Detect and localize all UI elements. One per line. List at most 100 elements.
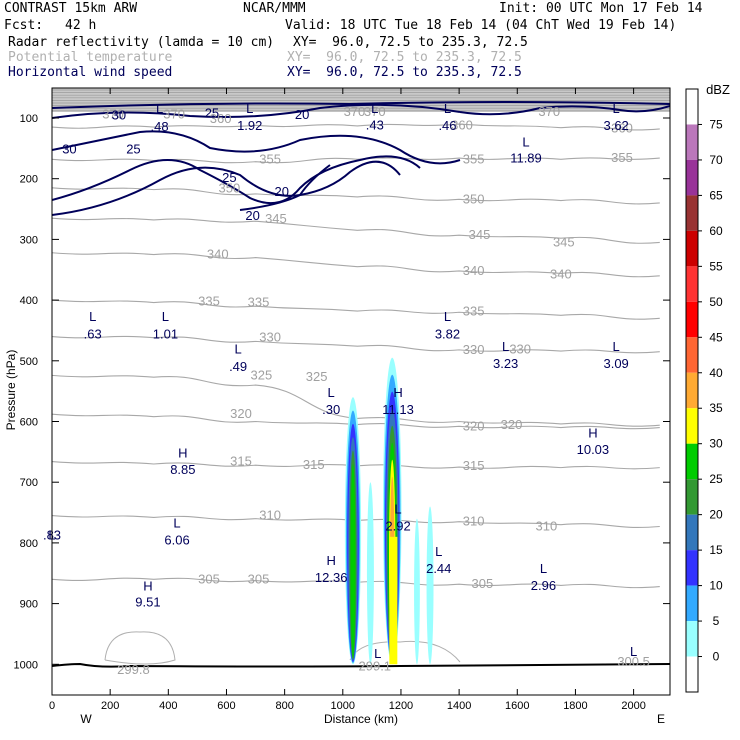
y-tick-label: 900	[20, 599, 38, 611]
high-low-value: 1.92	[237, 118, 262, 133]
theta-contours	[52, 123, 660, 665]
wind-contour	[459, 105, 670, 116]
x-tick-label: 600	[217, 700, 235, 712]
theta-label: 305	[472, 576, 494, 591]
high-low-letter: L	[394, 502, 401, 517]
colorbar-tick-label: 75	[709, 117, 723, 131]
colorbar-tick-label: 60	[709, 224, 723, 238]
reflectivity-contour	[366, 482, 374, 665]
theta-label: 345	[469, 227, 491, 242]
high-low-letter: H	[143, 579, 152, 594]
theta-contour	[52, 299, 660, 320]
y-tick-label: 500	[20, 356, 38, 368]
theta-contour	[349, 640, 461, 663]
wind-label: 25	[126, 141, 140, 156]
theta-label: 370	[344, 104, 366, 119]
theta-label: 370	[102, 106, 124, 121]
wind-contour	[52, 160, 401, 216]
colorbar-frame	[685, 88, 699, 693]
high-low-value: 10.03	[577, 442, 610, 457]
theta-label: 355	[611, 150, 633, 165]
x-tick-label: 200	[101, 700, 119, 712]
y-axis-label: Pressure (hPa)	[4, 350, 18, 431]
x-tick-label: 1000	[331, 700, 355, 712]
colorbar-tick-label: 25	[709, 472, 723, 486]
colorbar-tick-label: 30	[709, 437, 723, 451]
colorbar-swatch	[686, 372, 698, 409]
theta-contour	[104, 631, 176, 665]
theta-contour	[52, 252, 660, 278]
theta-label: 315	[230, 454, 252, 469]
high-low-value: .46	[438, 118, 456, 133]
high-low-letter: H	[588, 426, 597, 441]
theta-label: 300.5	[617, 654, 650, 669]
colorbar-unit: dBZ	[706, 82, 730, 97]
high-low-letter: L	[162, 309, 169, 324]
x-axis-label: Distance (km)	[324, 712, 398, 726]
colorbar-tick-label: 55	[709, 259, 723, 273]
theta-label: 305	[198, 571, 220, 586]
theta-label: 325	[306, 369, 328, 384]
x-tick-label: 400	[159, 700, 177, 712]
theta-label: 310	[463, 514, 485, 529]
theta-label: 305	[248, 571, 270, 586]
theta-label: 335	[248, 295, 270, 310]
colorbar-swatch	[686, 479, 698, 515]
colorbar-tick-label: 20	[709, 508, 723, 522]
reflectivity-contour	[350, 463, 356, 659]
field-wind-xy: XY= 96.0, 72.5 to 235.3, 72.5	[287, 65, 522, 80]
y-tick-label: 100	[20, 113, 38, 125]
high-low-letter: H	[393, 385, 402, 400]
wind-contour	[52, 101, 670, 109]
high-low-letter: L	[613, 101, 620, 116]
high-low-letter: L	[371, 101, 378, 116]
high-low-value: .63	[84, 327, 102, 342]
x-axis: 0 200 400 600 800 1000 1200 1400 1600 1800 2000	[49, 88, 646, 712]
colorbar-swatch	[686, 585, 698, 622]
x-tick-label: 0	[49, 700, 55, 712]
high-low-letter: L	[444, 309, 451, 324]
wind-label: 20	[274, 184, 288, 199]
theta-label: 320	[230, 406, 252, 421]
theta-label: 310	[259, 508, 281, 523]
high-low-letter: L	[156, 101, 163, 116]
theta-label: 355	[259, 151, 281, 166]
colorbar-swatch	[686, 621, 698, 657]
theta-label: 320	[463, 418, 485, 433]
wind-speed-contours	[52, 101, 670, 216]
colorbar-tick-label: 65	[709, 188, 723, 202]
x-tick-label: 1200	[389, 700, 413, 712]
theta-label: 299.8	[117, 662, 150, 677]
high-low-letter: L	[435, 544, 442, 559]
field-theta-xy: XY= 96.0, 72.5 to 235.3, 72.5	[287, 50, 522, 65]
high-low-value: 12.36	[315, 570, 348, 585]
high-low-letter: L	[522, 134, 529, 149]
high-low-letter: L	[246, 101, 253, 116]
wind-label: 30	[62, 141, 76, 156]
field-reflectivity-xy: XY= 96.0, 72.5 to 235.3, 72.5	[293, 35, 528, 50]
theta-label: 340	[550, 267, 572, 282]
theta-label: 345	[265, 211, 287, 226]
colorbar-tick-label: 5	[713, 614, 720, 628]
y-tick-label: 800	[20, 538, 38, 550]
theta-label: 315	[463, 458, 485, 473]
theta-label: 355	[463, 151, 485, 166]
colorbar-swatch	[686, 159, 698, 196]
high-low-letter: L	[630, 644, 637, 659]
colorbar-swatch	[686, 195, 698, 231]
theta-label: 370	[364, 104, 386, 119]
theta-label: 330	[509, 341, 531, 356]
init-time: Init: 00 UTC Mon 17 Feb 14	[499, 1, 703, 16]
high-low-letter: L	[613, 339, 620, 354]
colorbar-tick-label: 70	[709, 153, 723, 167]
reflectivity-cells	[344, 357, 434, 665]
terrain-line	[51, 662, 671, 668]
high-low-value: 6.06	[164, 532, 189, 547]
y-tick-label: 700	[20, 477, 38, 489]
high-low-value: 3.09	[603, 356, 628, 371]
high-low-value: .43	[366, 117, 384, 132]
field-reflectivity-name: Radar reflectivity (lamda = 10 cm)	[8, 35, 275, 50]
wind-label: 25	[205, 106, 219, 121]
